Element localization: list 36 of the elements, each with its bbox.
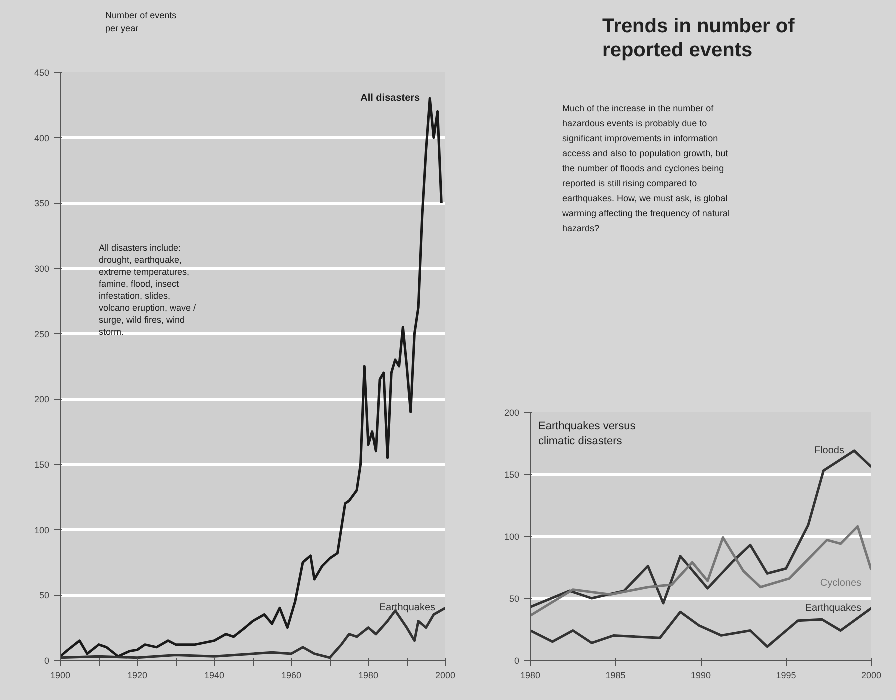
y-tick-label: 100 [504, 532, 520, 542]
x-tick-label: 1985 [606, 670, 626, 680]
x-tick-label: 1960 [281, 670, 302, 680]
x-tick-label: 2000 [861, 670, 882, 680]
y-tick-label: 0 [514, 656, 520, 666]
x-tick-label: 1995 [776, 670, 796, 680]
series-label: Earthquakes [379, 602, 436, 614]
y-tick-label: 200 [34, 394, 50, 405]
y-tick-label: 450 [34, 68, 50, 78]
y-tick-label: 400 [34, 133, 50, 144]
annotation: All disasters include: drought, earthquake, extreme temperatures, famine, flood, insect infestation, slides, volcano eruption, wave / surge, wild fires, wind storm. [99, 243, 197, 338]
y-tick-label: 50 [509, 594, 520, 604]
series-label: Cyclones [820, 578, 862, 589]
x-tick-label: 1940 [204, 670, 225, 680]
y-tick-label: 300 [34, 264, 50, 274]
x-tick-label: 1920 [127, 670, 148, 680]
y-axis-title: Number of events per year [106, 10, 178, 34]
series-label: All disasters [360, 93, 421, 104]
series-label: Earthquakes [805, 602, 862, 614]
x-tick-label: 1980 [520, 670, 541, 680]
y-tick-label: 100 [34, 525, 50, 536]
x-tick-label: 1980 [358, 670, 379, 680]
y-tick-label: 350 [34, 198, 50, 209]
series-label: Floods [814, 445, 844, 456]
x-tick-label: 1990 [690, 670, 712, 680]
y-tick-label: 150 [34, 460, 50, 470]
y-tick-label: 0 [44, 656, 50, 666]
x-tick-label: 1900 [50, 670, 71, 680]
y-tick-label: 250 [34, 329, 50, 340]
y-tick-label: 150 [504, 470, 520, 480]
y-tick-label: 200 [504, 408, 520, 418]
annotation: Earthquakes versus climatic disasters [538, 420, 636, 448]
text: Much of the increase in the number of hazardous events is probably due to significant improvements in information access and also to population growth, but the number of floods and cyclones being reported is still rising compared to earthquakes. How, we must ask, is global warming affecting the frequency of natural hazards? [562, 104, 730, 234]
x-tick-label: 2000 [435, 670, 456, 680]
chart-title: Trends in number of reported events [602, 16, 796, 62]
y-tick-label: 50 [39, 590, 50, 601]
